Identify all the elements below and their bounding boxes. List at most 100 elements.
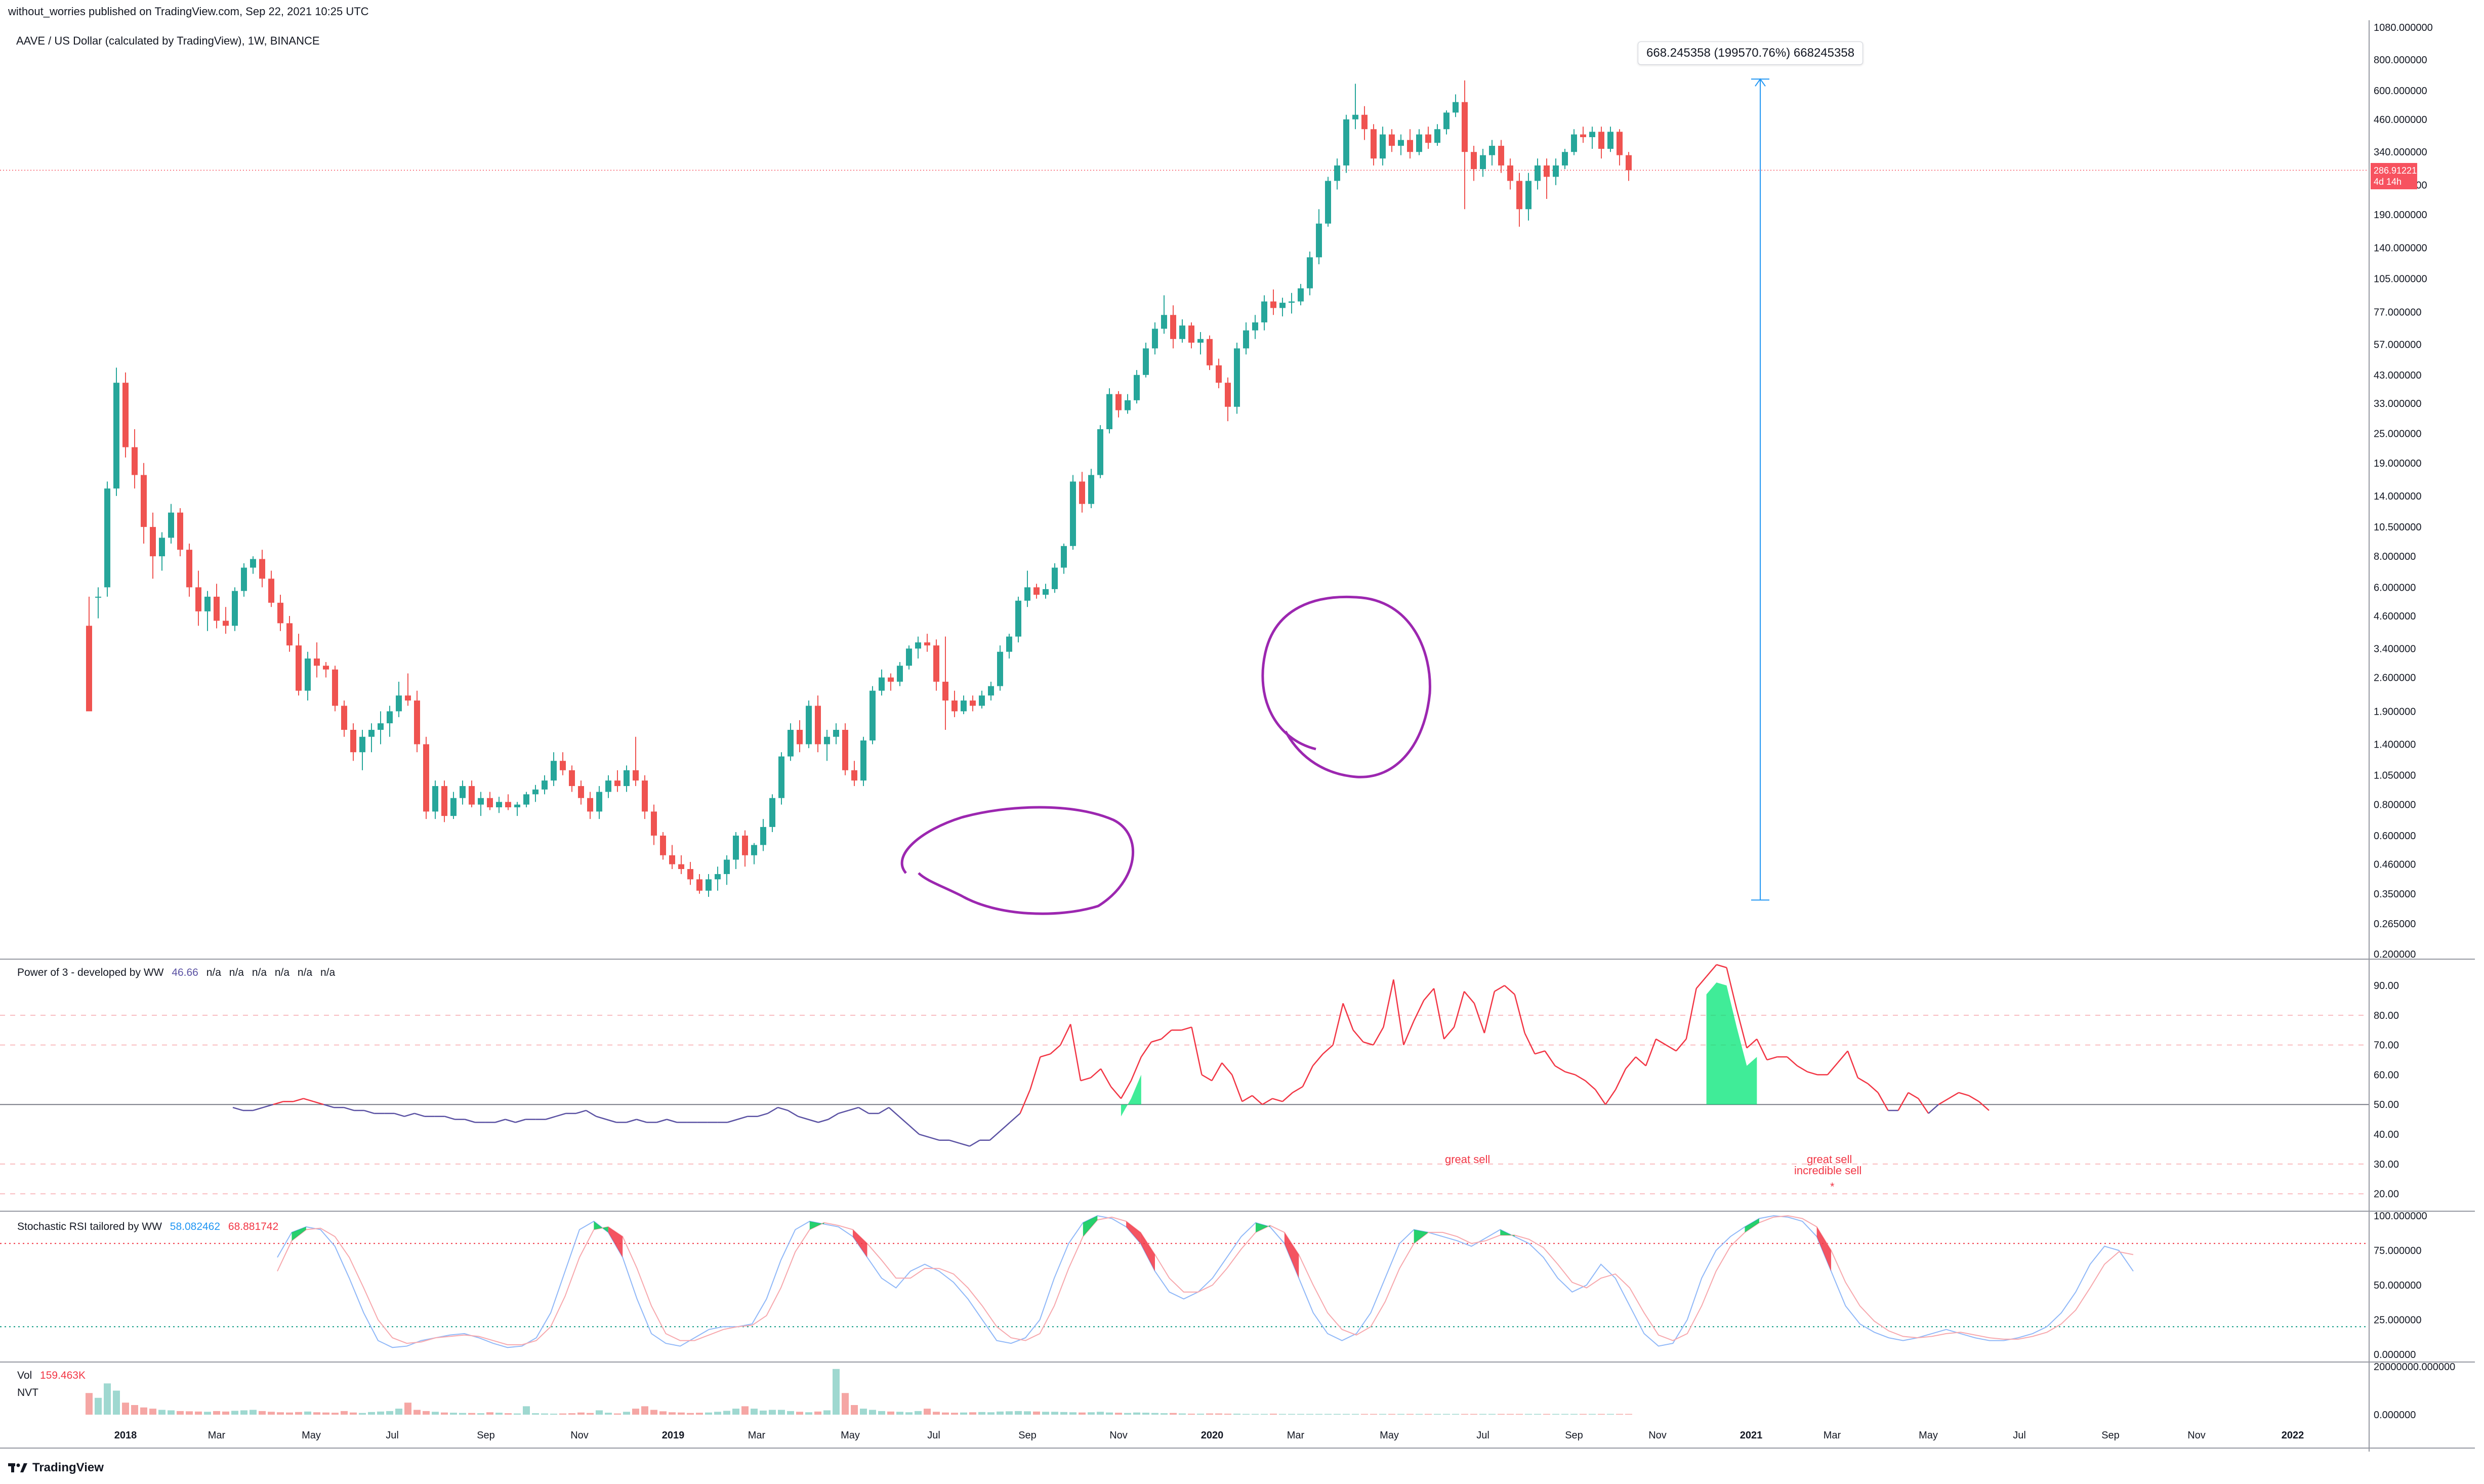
pane-divider[interactable]	[0, 1362, 2475, 1363]
volume-bar	[104, 1383, 111, 1415]
candle-body	[104, 488, 110, 588]
stoch-cross-fill	[1745, 1218, 1759, 1232]
power-line-segment	[1938, 1098, 1949, 1105]
power-line-segment	[1554, 1065, 1566, 1073]
volume-bar	[568, 1413, 575, 1415]
candle-body	[532, 789, 539, 795]
power-line-segment	[1352, 1029, 1364, 1043]
power-line-segment	[1332, 1003, 1344, 1045]
candle-body	[1106, 394, 1112, 429]
volume-bar	[286, 1412, 293, 1415]
volume-bar	[1589, 1414, 1596, 1415]
candle-body	[1425, 134, 1431, 143]
tradingview-logo[interactable]: TradingView	[8, 1461, 104, 1475]
price-tick-label: 33.000000	[2374, 398, 2422, 409]
stoch-cross-fill	[809, 1221, 824, 1230]
volume-bar	[1188, 1414, 1195, 1415]
pane-divider[interactable]	[0, 959, 2475, 960]
price-tick-label: 0.200000	[2374, 949, 2416, 960]
volume-bar	[559, 1413, 566, 1415]
power-value: 46.66	[172, 967, 198, 978]
candle-body	[122, 383, 129, 447]
candle-body	[860, 740, 866, 781]
power-legend[interactable]: Power of 3 - developed by WW 46.66 n/a n…	[17, 967, 335, 979]
candle-body	[569, 770, 575, 787]
power-line-segment	[1413, 1000, 1425, 1022]
power-line-segment	[273, 1101, 284, 1105]
volume-bar	[723, 1411, 730, 1415]
volume-bar	[1151, 1413, 1158, 1415]
candle-body	[95, 596, 101, 598]
power-line-segment	[1181, 1026, 1192, 1031]
power-line-segment	[1312, 1053, 1323, 1066]
power-line-segment	[777, 1106, 789, 1111]
price-tick-label: 0.350000	[2374, 889, 2416, 900]
volume-bar	[523, 1406, 530, 1415]
power-line-segment	[1655, 1038, 1667, 1046]
time-tick-label: 2020	[1201, 1430, 1224, 1441]
candle-body	[387, 711, 393, 724]
time-axis-divider	[0, 1448, 2475, 1449]
candle-body	[1617, 132, 1623, 155]
price-tick-label: 800.000000	[2374, 55, 2427, 66]
power-na: n/a	[274, 967, 290, 978]
volume-bar	[486, 1412, 493, 1415]
time-tick-label: 2018	[114, 1430, 137, 1441]
volume-bar	[623, 1412, 630, 1415]
price-tick-label: 2.600000	[2374, 673, 2416, 684]
candle-body	[651, 811, 657, 836]
candle-body	[724, 859, 730, 874]
stoch-legend[interactable]: Stochastic RSI tailored by WW 58.082462 …	[17, 1221, 278, 1233]
great-sell-label: great sell	[1807, 1153, 1852, 1166]
stoch-cross-fill	[1140, 1232, 1155, 1271]
power-line-segment	[1978, 1101, 1990, 1111]
candle-body	[678, 864, 684, 870]
power-line-segment	[1292, 1086, 1303, 1093]
candle-body	[305, 658, 311, 691]
candle-body	[1416, 134, 1422, 152]
volume-bar	[997, 1411, 1004, 1415]
volume-bar	[1543, 1414, 1550, 1415]
power-line-segment	[1595, 1089, 1606, 1105]
volume-bar	[377, 1411, 384, 1415]
volume-bar	[304, 1411, 311, 1415]
price-tick-label: 105.000000	[2374, 274, 2427, 285]
price-tick-label: 0.265000	[2374, 919, 2416, 930]
candle-body	[277, 602, 283, 624]
pane-divider[interactable]	[0, 1211, 2475, 1212]
candle-body	[1070, 481, 1076, 546]
candle-body	[1143, 348, 1149, 375]
candle-body	[942, 681, 948, 701]
power-line-segment	[818, 1119, 829, 1123]
symbol-title: AAVE / US Dollar (calculated by TradingV…	[16, 34, 320, 47]
power-tick-label: 70.00	[2374, 1040, 2399, 1051]
volume-bar	[1206, 1413, 1213, 1415]
circle-annotation	[900, 806, 1135, 915]
volume-bar	[1079, 1412, 1086, 1415]
power-line-segment	[1423, 988, 1435, 1001]
candle-body	[1179, 325, 1185, 339]
candle-body	[1544, 165, 1550, 177]
volume-bar	[1479, 1414, 1486, 1415]
candle-body	[614, 780, 620, 787]
power-line-segment	[1483, 991, 1496, 1034]
candle-body	[906, 648, 912, 666]
volume-bar	[222, 1411, 229, 1415]
candle-body	[1307, 257, 1313, 288]
power-line-segment	[1453, 991, 1465, 1027]
power-line-segment	[1877, 1092, 1889, 1111]
power-line-segment	[798, 1116, 809, 1120]
time-tick-label: Nov	[2187, 1430, 2206, 1441]
candle-body	[86, 626, 92, 712]
candle-body	[1170, 315, 1176, 339]
candle-body	[250, 559, 256, 568]
vol-legend[interactable]: Vol 159.463K	[17, 1370, 86, 1382]
power-line-segment	[575, 1109, 587, 1115]
power-line-segment	[1746, 1038, 1758, 1049]
time-tick-label: 2022	[2282, 1430, 2304, 1441]
volume-bar	[1261, 1414, 1268, 1415]
price-tick-label: 1080.000000	[2374, 22, 2433, 33]
power-line-segment	[1908, 1092, 1919, 1099]
publisher-line: without_worries published on TradingView…	[8, 5, 369, 18]
